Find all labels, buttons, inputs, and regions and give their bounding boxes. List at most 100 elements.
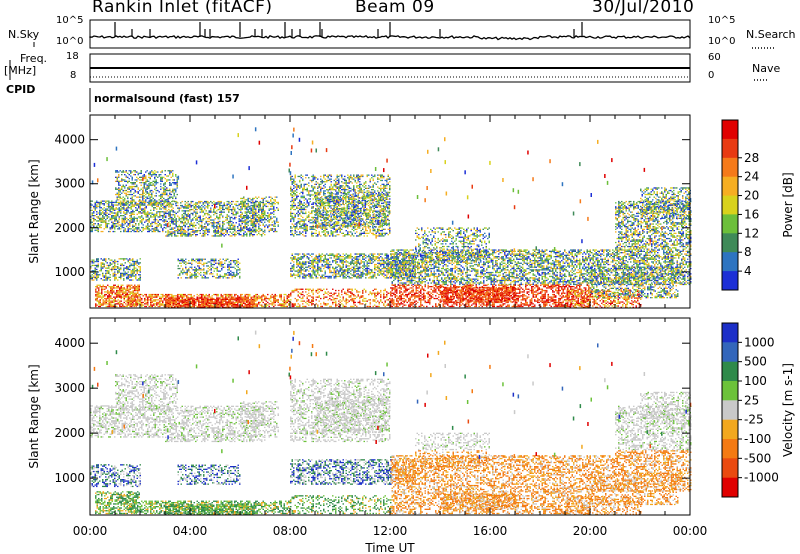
power-cell: [156, 201, 158, 204]
power-cell: [167, 170, 169, 172]
power-cell: [228, 298, 230, 300]
power-cell: [276, 217, 278, 219]
power-cell: [336, 231, 338, 233]
power-cell: [249, 232, 251, 234]
nave-tick-bottom: 0: [708, 70, 714, 81]
power-cell: [253, 296, 255, 298]
power-cell: [306, 224, 308, 226]
power-cell: [165, 235, 167, 237]
power-cell: [112, 207, 114, 209]
power-cell: [228, 208, 230, 211]
power-cell: [339, 199, 341, 201]
power-cell: [145, 182, 147, 184]
power-cell: [177, 295, 179, 297]
power-cell: [133, 220, 135, 222]
power-cell: [204, 306, 206, 308]
power-cell: [163, 200, 165, 202]
power-cell: [211, 301, 213, 303]
power-cell: [135, 288, 137, 290]
power-cell: [318, 232, 320, 234]
power-cell: [217, 230, 219, 232]
power-cell: [125, 171, 127, 173]
power-cell: [157, 211, 159, 213]
power-cell: [359, 212, 361, 215]
power-cell: [133, 216, 135, 218]
power-cell: [103, 228, 105, 230]
power-cell: [96, 284, 98, 286]
power-cell: [125, 293, 127, 296]
power-cell: [369, 207, 371, 209]
power-cell: [157, 176, 159, 178]
power-cell: [323, 174, 325, 176]
power-cell: [137, 174, 139, 176]
power-cell: [323, 193, 325, 195]
power-cell: [210, 306, 212, 308]
power-cell: [168, 200, 170, 203]
power-cell: [159, 213, 161, 215]
power-cell: [332, 234, 334, 236]
power-cell: [351, 189, 353, 191]
power-cell: [256, 304, 258, 306]
power-cell: [151, 305, 153, 308]
power-cell: [246, 219, 248, 221]
power-cell: [94, 223, 96, 225]
power-cell: [177, 235, 179, 237]
power-cell: [357, 190, 359, 192]
power-cell: [129, 212, 131, 214]
power-cell: [99, 296, 101, 298]
power-cell: [105, 211, 107, 213]
power-cell: [330, 210, 332, 212]
power-cell: [153, 201, 155, 204]
power-cell: [321, 215, 323, 217]
power-cell: [268, 303, 270, 305]
power-cell: [290, 219, 292, 221]
power-cell: [339, 214, 341, 216]
power-cell: [276, 201, 278, 204]
power-cell: [169, 228, 171, 230]
power-cell: [277, 203, 279, 205]
power-cell: [324, 211, 326, 213]
power-cell: [132, 213, 134, 215]
power-cell: [240, 298, 242, 300]
power-cell: [124, 229, 126, 231]
power-cell: [122, 303, 124, 305]
power-cell: [163, 219, 165, 221]
power-cell: [214, 218, 216, 220]
power-cell: [306, 215, 308, 217]
power-cell: [264, 210, 266, 212]
power-cell: [168, 304, 170, 306]
power-cell: [171, 303, 173, 305]
power-cell: [116, 199, 118, 201]
power-cell: [320, 216, 322, 219]
power-cell: [128, 185, 130, 188]
power-cell: [137, 287, 139, 289]
power-cell: [350, 190, 352, 192]
power-cell: [312, 203, 314, 205]
power-cell: [114, 296, 116, 298]
power-cell: [291, 194, 293, 196]
power-cell: [192, 304, 194, 306]
power-cell: [216, 301, 218, 303]
power-cell: [99, 295, 101, 297]
power-cell: [175, 191, 177, 193]
power-cell: [372, 232, 374, 234]
power-cell: [231, 235, 233, 237]
power-cell: [271, 221, 273, 223]
power-cell: [145, 178, 147, 180]
power-cell: [171, 203, 173, 205]
power-cell: [122, 170, 124, 172]
power-cell: [118, 219, 120, 221]
power-cell: [151, 192, 153, 194]
power-cell: [226, 208, 228, 211]
power-cell: [168, 235, 170, 237]
power-cell: [147, 296, 149, 298]
power-cell: [360, 187, 362, 189]
power-cell: [198, 297, 200, 299]
power-cell: [294, 215, 296, 217]
power-cell: [351, 215, 353, 217]
power-cell: [183, 301, 185, 303]
power-cell: [151, 293, 153, 296]
power-cell: [241, 297, 243, 299]
power-cell: [165, 296, 167, 298]
power-cell: [234, 306, 236, 308]
